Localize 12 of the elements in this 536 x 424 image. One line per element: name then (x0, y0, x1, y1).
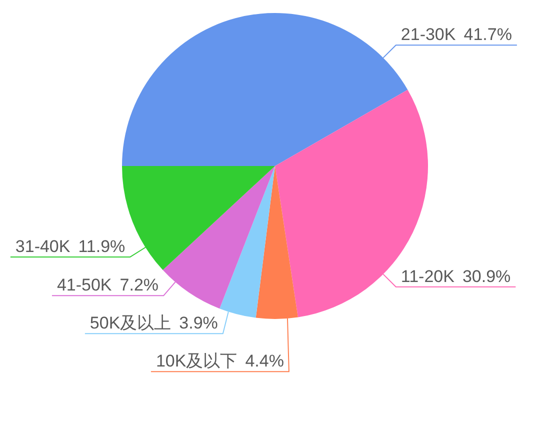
data-label: 4.4% (245, 352, 284, 371)
slice-label: 10K及以下 (156, 352, 238, 371)
slice-label: 11-20K (400, 266, 456, 286)
data-label: 11.9% (78, 236, 126, 256)
data-label: 7.2% (120, 276, 159, 295)
slice-label: 21-30K (400, 25, 456, 44)
slice-label: 41-50K (56, 276, 112, 295)
data-label: 3.9% (179, 314, 218, 333)
data-label: 30.9% (462, 266, 511, 286)
slice-label: 50K及以上 (90, 314, 172, 333)
data-label: 41.7% (464, 25, 512, 44)
slice-label: 31-40K (15, 236, 71, 256)
